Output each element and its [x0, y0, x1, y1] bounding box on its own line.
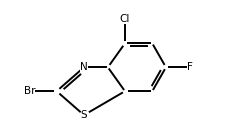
Text: F: F [186, 62, 192, 72]
Text: Br: Br [23, 86, 35, 96]
Text: N: N [80, 62, 88, 72]
Text: Cl: Cl [119, 14, 130, 24]
Text: S: S [80, 110, 87, 120]
